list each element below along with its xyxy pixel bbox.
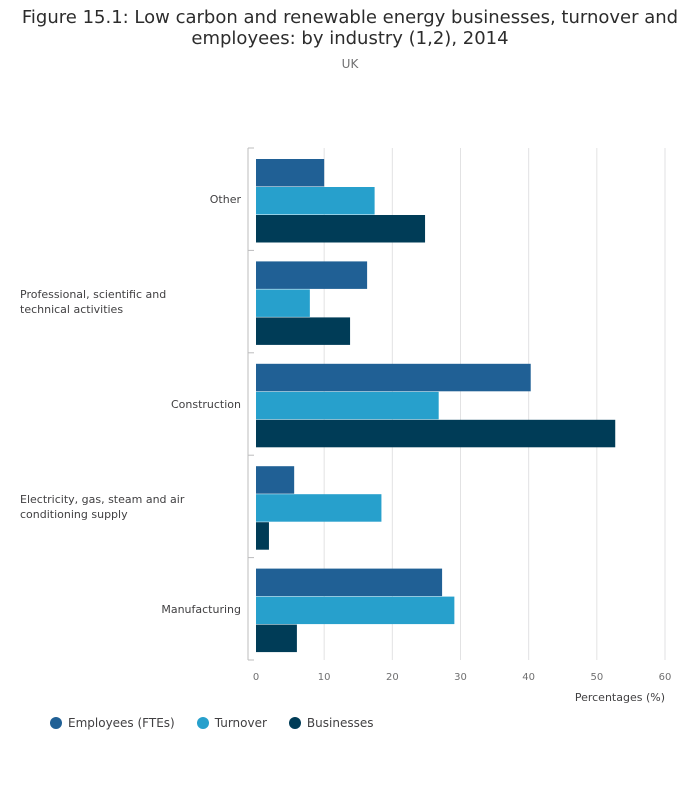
chart-title-line-2: employees: by industry (1,2), 2014 [191,28,509,49]
legend-label: Businesses [306,716,374,730]
chart-title-line-1: Figure 15.1: Low carbon and renewable en… [21,7,679,28]
bar [256,363,531,392]
chart-legend: Employees (FTEs) Turnover Businesses [50,716,373,730]
x-tick-label: 20 [386,672,399,683]
category-label: Professional, scientific and technical ac… [20,288,166,316]
bar [256,391,439,420]
bar [256,289,310,317]
x-tick-label: 50 [590,672,603,683]
bar [256,419,616,448]
bar [256,466,295,494]
bar-chart: 0 10 20 30 40 50 60 Other Professional, scientif… [20,147,672,704]
legend-marker [50,717,62,729]
bar [256,317,351,345]
bar [256,624,297,653]
category-label: Electricity, gas, steam and air condition… [20,493,185,521]
x-tick-label: 10 [318,672,331,683]
legend-item[interactable]: Businesses [288,716,374,730]
x-tick-label: 40 [522,672,535,683]
legend-item[interactable]: Turnover [196,716,267,730]
category-label: Manufacturing [161,603,241,616]
category-label: Construction [171,398,241,411]
x-tick-label: 60 [659,672,672,683]
legend-item[interactable]: Employees (FTEs) [50,716,175,730]
x-axis-title: Percentages (%) [575,691,665,704]
category-label: Other [210,193,242,206]
legend-marker [288,717,301,729]
bar [256,596,455,625]
bar [256,159,325,187]
bar [256,522,269,550]
chart-subtitle: UK [341,57,359,71]
x-tick-label: 30 [454,672,467,683]
legend-label: Turnover [214,716,267,730]
bar [256,261,368,289]
bar [256,568,443,597]
bar [256,215,426,243]
x-tick-label: 0 [253,672,259,683]
legend-marker [196,717,209,729]
bar [256,494,382,522]
chart-title: Figure 15.1: Low carbon and renewable en… [0,7,700,49]
bar [256,187,375,215]
legend-label: Employees (FTEs) [68,716,175,730]
